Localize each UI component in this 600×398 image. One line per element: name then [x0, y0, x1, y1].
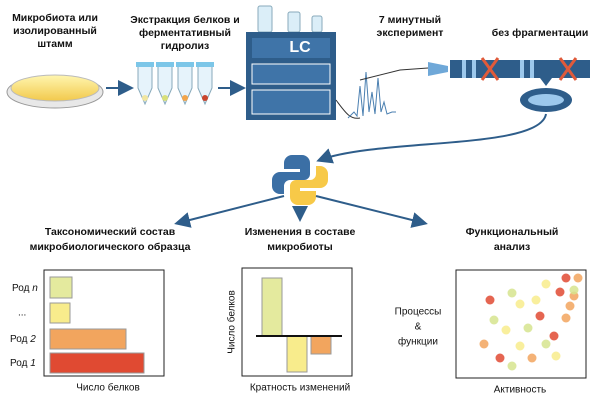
- dot: [515, 299, 525, 309]
- tubing: [335, 99, 361, 119]
- dot: [479, 339, 489, 349]
- tubes: [136, 62, 214, 106]
- row-label: ...: [18, 308, 26, 319]
- row-label: Род 2: [10, 334, 36, 345]
- dot: [541, 339, 551, 349]
- bar: [49, 276, 73, 299]
- dot: [541, 279, 551, 289]
- row-label: Род n: [12, 283, 38, 294]
- bar: [49, 352, 145, 374]
- axis-label: Процессы: [395, 307, 442, 318]
- step-label: изолированный: [13, 25, 97, 37]
- dot: [527, 353, 537, 363]
- dot: [569, 285, 579, 295]
- axis-label: Активность: [494, 385, 547, 396]
- step-label: гидролиз: [161, 40, 209, 52]
- axis-label: Число белков: [226, 290, 238, 354]
- step-label: штамм: [37, 38, 73, 50]
- bar: [49, 328, 127, 350]
- dot: [507, 361, 517, 371]
- section-title: Функциональный: [466, 226, 559, 238]
- dot: [551, 351, 561, 361]
- dot: [523, 323, 533, 333]
- dot: [549, 331, 559, 341]
- dot: [555, 287, 565, 297]
- scatter-dots: [479, 273, 583, 371]
- lc-label: LC: [289, 39, 311, 56]
- dot: [485, 295, 495, 305]
- axis-label: Число белков: [76, 382, 140, 394]
- dot: [561, 273, 571, 283]
- dot: [535, 311, 545, 321]
- step-label: ферментативный: [139, 27, 231, 39]
- python-logo: [272, 155, 328, 205]
- bar: [286, 335, 308, 373]
- axis-label: &: [415, 322, 422, 333]
- chart-frame: [455, 269, 587, 379]
- lc-instrument: [246, 5, 336, 120]
- arrow: [316, 113, 547, 164]
- mass-spectrometer: [428, 57, 590, 112]
- bar: [49, 302, 71, 324]
- step-label: эксперимент: [377, 27, 444, 39]
- arrow: [315, 195, 428, 228]
- dot: [489, 315, 499, 325]
- dot: [501, 325, 511, 335]
- dot: [495, 353, 505, 363]
- section-title: анализ: [494, 241, 530, 253]
- step-label: 7 минутный: [379, 14, 441, 26]
- dot: [531, 295, 541, 305]
- dot: [565, 301, 575, 311]
- dot: [561, 313, 571, 323]
- chart-frame: [43, 269, 165, 377]
- chromatogram: [347, 71, 396, 119]
- step-label: Экстракция белков и: [130, 14, 239, 26]
- section-title: микробиологического образца: [30, 241, 191, 253]
- axis-label: функции: [398, 336, 438, 348]
- arrow: [174, 195, 285, 228]
- section-title: Таксономический состав: [45, 226, 176, 238]
- chart-frame: [241, 267, 353, 377]
- row-label: Род 1: [10, 358, 36, 369]
- step-label: без фрагментации: [492, 27, 589, 39]
- dot: [507, 288, 517, 298]
- petri-dish: [6, 74, 104, 109]
- dot: [573, 273, 583, 283]
- step-label: Микробиота или: [12, 12, 98, 24]
- tubing: [359, 67, 429, 81]
- bar: [310, 335, 332, 355]
- section-title: микробиоты: [267, 241, 333, 253]
- dot: [515, 341, 525, 351]
- bar: [261, 277, 283, 337]
- axis-label: Кратность изменений: [250, 383, 350, 394]
- section-title: Изменения в составе: [245, 226, 356, 238]
